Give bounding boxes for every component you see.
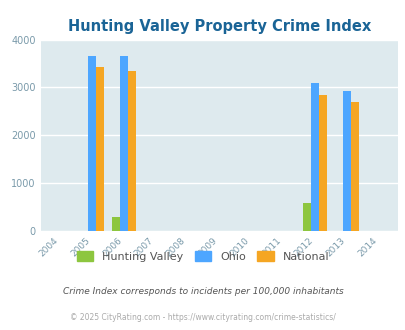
Text: Crime Index corresponds to incidents per 100,000 inhabitants: Crime Index corresponds to incidents per… [62,287,343,296]
Bar [87,56,96,231]
Bar [350,102,358,231]
Bar [119,56,127,231]
Bar [302,204,310,231]
Bar [342,91,350,231]
Bar [96,67,103,231]
Bar [318,95,326,231]
Bar [127,71,135,231]
Text: © 2025 CityRating.com - https://www.cityrating.com/crime-statistics/: © 2025 CityRating.com - https://www.city… [70,313,335,322]
Bar [310,83,318,231]
Title: Hunting Valley Property Crime Index: Hunting Valley Property Crime Index [68,19,370,34]
Bar [111,216,119,231]
Legend: Hunting Valley, Ohio, National: Hunting Valley, Ohio, National [72,247,333,266]
